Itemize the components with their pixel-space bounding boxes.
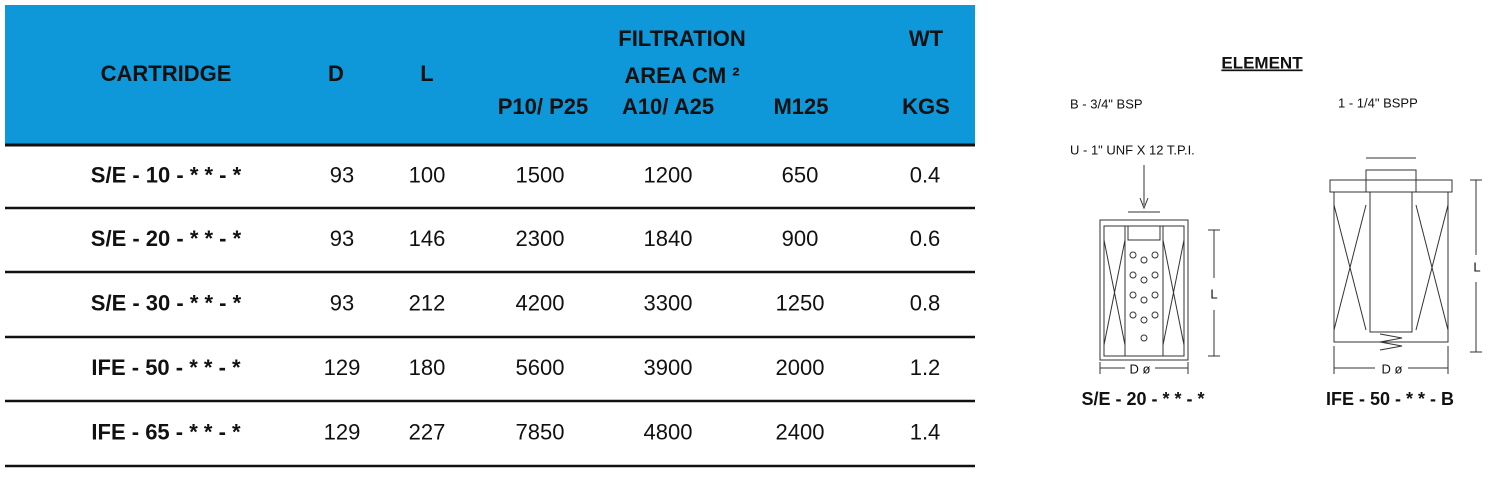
right-diameter: D ø [1382,361,1403,376]
cell-p10: 7850 [516,419,565,444]
left-diameter: D ø [1130,361,1151,376]
cell-cartridge: IFE - 65 - * * - * [91,419,241,444]
cell-d: 93 [330,162,354,187]
header-d: D [328,61,344,86]
cell-a10: 4800 [644,419,693,444]
cell-wt: 0.6 [910,226,941,251]
header-wt: WT [909,26,944,51]
cell-wt: 1.2 [910,355,941,380]
cell-a10: 1840 [644,226,693,251]
cell-cartridge: IFE - 50 - * * - * [91,355,241,380]
right-label: IFE - 50 - * * - B [1326,389,1454,409]
cell-d: 129 [324,355,361,380]
cell-p10: 1500 [516,162,565,187]
right-port: 1 - 1/4" BSPP [1338,95,1418,110]
cell-m125: 1250 [776,290,825,315]
header-kgs: KGS [902,94,950,119]
cell-l: 100 [409,162,446,187]
cell-d: 129 [324,419,361,444]
header-m125: M125 [773,94,828,119]
table-body: S/E - 10 - * * - * 93 100 1500 1200 650 0.4 S/E… [5,143,975,468]
right-drawing [1329,157,1482,374]
cell-cartridge: S/E - 20 - * * - * [91,226,242,251]
cell-wt: 0.4 [910,162,941,187]
header-area: AREA CM ² [624,63,739,88]
cell-m125: 650 [782,162,819,187]
cell-p10: 4200 [516,290,565,315]
cell-cartridge: S/E - 30 - * * - * [91,290,242,315]
cell-p10: 2300 [516,226,565,251]
cell-d: 93 [330,290,354,315]
element-title: ELEMENT [1221,53,1303,72]
left-length: L [1210,286,1217,301]
cell-d: 93 [330,226,354,251]
cell-l: 146 [409,226,446,251]
cell-a10: 1200 [644,162,693,187]
cell-m125: 900 [782,226,819,251]
cell-l: 212 [409,290,446,315]
cell-a10: 3900 [644,355,693,380]
table-header-bg [5,5,975,145]
left-label: S/E - 20 - * * - * [1081,389,1204,409]
cell-a10: 3300 [644,290,693,315]
left-drawing [1099,165,1220,374]
cell-wt: 0.8 [910,290,941,315]
cell-l: 227 [409,419,446,444]
right-length: L [1473,259,1480,274]
cell-m125: 2000 [776,355,825,380]
left-port: B - 3/4" BSP [1070,96,1143,111]
cell-p10: 5600 [516,355,565,380]
cell-wt: 1.4 [910,419,941,444]
left-thread: U - 1" UNF X 12 T.P.I. [1070,142,1195,157]
header-p10: P10/ P25 [498,94,589,119]
header-filtration: FILTRATION [618,26,746,51]
header-l: L [420,61,433,86]
header-cartridge: CARTRIDGE [101,61,232,86]
cell-cartridge: S/E - 10 - * * - * [91,162,242,187]
header-a10: A10/ A25 [622,94,714,119]
cell-m125: 2400 [776,419,825,444]
cell-l: 180 [409,355,446,380]
